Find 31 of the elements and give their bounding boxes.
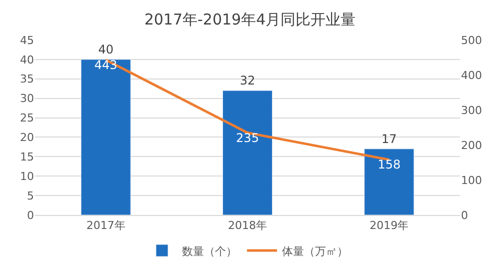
y-tick-label: 40 xyxy=(20,53,34,66)
data-label: 158 xyxy=(378,158,401,172)
y2-tick-label: 200 xyxy=(461,138,482,152)
y-tick-label: 45 xyxy=(20,34,34,47)
y2-tick-label: 300 xyxy=(461,104,482,117)
y2-tick-label: 100 xyxy=(461,174,482,187)
y-tick-label: 30 xyxy=(20,92,34,106)
data-label: 40 xyxy=(98,42,114,56)
x-tick-label: 2018年 xyxy=(228,219,267,232)
y-tick-label: 10 xyxy=(20,170,34,183)
bar xyxy=(80,59,131,215)
y-tick-label: 25 xyxy=(20,112,34,125)
y2-tick-label: 500 xyxy=(461,34,482,47)
x-tick-label: 2019年 xyxy=(370,219,409,232)
bar xyxy=(222,90,273,215)
y2-tick-label: 400 xyxy=(461,68,482,82)
x-tick-label: 2017年 xyxy=(86,219,126,232)
y-tick-label: 20 xyxy=(20,131,34,144)
y-tick-label: 35 xyxy=(20,72,34,86)
y2-tick-label: 0 xyxy=(461,208,468,222)
y-tick-label: 15 xyxy=(20,150,34,164)
bar xyxy=(364,148,414,215)
chart-title: 2017年-2019年4月同比开业量 xyxy=(144,10,356,28)
legend-label: 数量（个） xyxy=(182,244,237,258)
data-label: 235 xyxy=(236,130,259,145)
data-label: 443 xyxy=(94,58,118,72)
y-tick-label: 5 xyxy=(27,189,34,202)
data-label: 32 xyxy=(240,74,256,88)
data-label: 17 xyxy=(382,132,397,146)
legend-label: 体量（万㎡） xyxy=(282,244,348,258)
y-tick-label: 0 xyxy=(27,208,34,222)
